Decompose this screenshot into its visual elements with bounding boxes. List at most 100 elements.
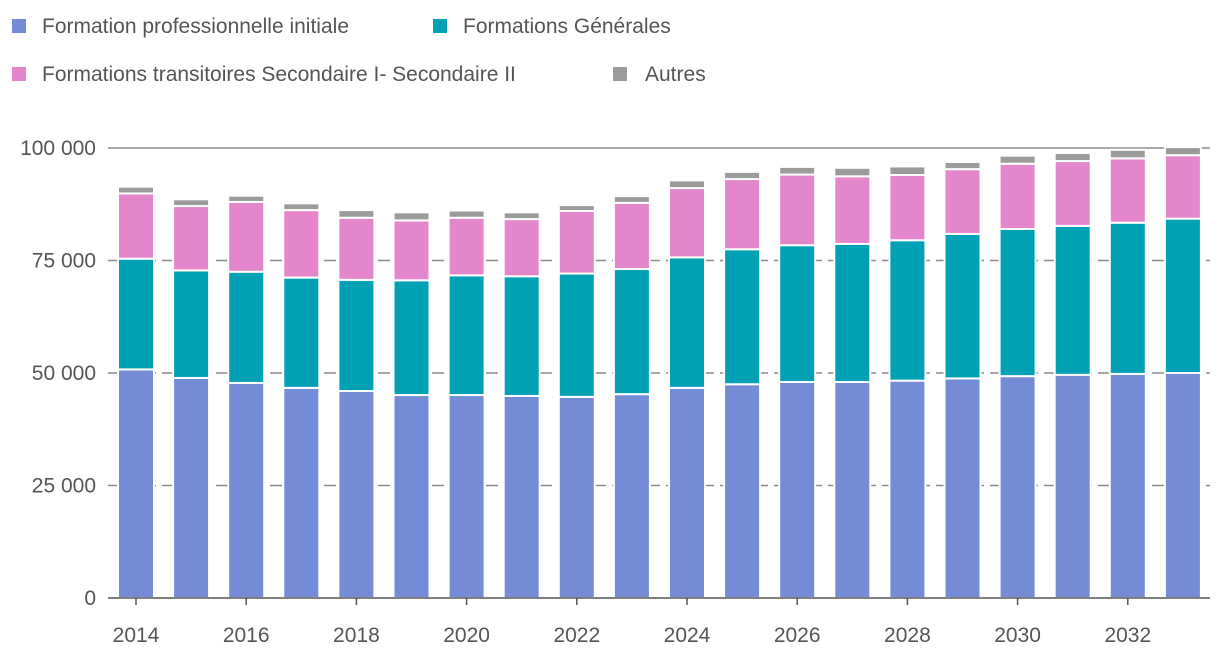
- bar-segment-3[interactable]: [117, 192, 155, 260]
- bar-segment-1[interactable]: [557, 395, 596, 599]
- bar-segment-3[interactable]: [282, 209, 321, 279]
- bar-segment-2[interactable]: [778, 244, 817, 383]
- bar-group-2020[interactable]: [447, 209, 486, 599]
- bar-group-2030[interactable]: [998, 154, 1037, 599]
- bar-group-2023[interactable]: [612, 195, 651, 599]
- bar-segment-1[interactable]: [502, 394, 541, 600]
- bar-segment-1[interactable]: [833, 381, 872, 599]
- bar-segment-3[interactable]: [1108, 157, 1147, 224]
- bar-segment-2[interactable]: [943, 232, 982, 380]
- bar-segment-4[interactable]: [392, 211, 431, 222]
- bar-segment-3[interactable]: [833, 175, 872, 245]
- bar-group-2014[interactable]: [117, 185, 155, 599]
- bar-segment-3[interactable]: [723, 178, 762, 251]
- bar-segment-4[interactable]: [557, 204, 596, 212]
- bar-segment-1[interactable]: [723, 383, 762, 599]
- bar-segment-1[interactable]: [1108, 372, 1147, 599]
- bar-segment-4[interactable]: [1053, 151, 1092, 163]
- bar-segment-2[interactable]: [227, 270, 266, 384]
- bar-segment-3[interactable]: [943, 168, 982, 235]
- bar-group-2022[interactable]: [557, 204, 596, 599]
- bar-group-2017[interactable]: [282, 202, 321, 599]
- bar-segment-2[interactable]: [1053, 224, 1092, 376]
- bar-segment-1[interactable]: [668, 386, 706, 599]
- bar-segment-4[interactable]: [172, 198, 211, 208]
- bar-segment-3[interactable]: [998, 162, 1037, 230]
- bar-segment-4[interactable]: [117, 185, 155, 195]
- bar-segment-3[interactable]: [1053, 160, 1092, 227]
- bar-segment-3[interactable]: [502, 218, 541, 278]
- bar-segment-3[interactable]: [447, 216, 486, 277]
- bar-segment-4[interactable]: [337, 209, 376, 219]
- bar-segment-1[interactable]: [227, 381, 266, 599]
- bar-group-2018[interactable]: [337, 209, 376, 599]
- bar-segment-3[interactable]: [337, 216, 376, 281]
- bar-segment-1[interactable]: [172, 376, 211, 600]
- bar-group-2031[interactable]: [1053, 151, 1092, 599]
- bar-group-2029[interactable]: [943, 160, 982, 599]
- bar-segment-3[interactable]: [1163, 154, 1202, 220]
- bar-group-2027[interactable]: [833, 166, 872, 599]
- bar-segment-2[interactable]: [502, 275, 541, 397]
- bar-segment-4[interactable]: [1163, 146, 1202, 157]
- bar-segment-1[interactable]: [447, 394, 486, 599]
- bar-segment-2[interactable]: [337, 278, 376, 393]
- bar-segment-2[interactable]: [833, 242, 872, 383]
- bar-segment-2[interactable]: [1108, 221, 1147, 375]
- bar-segment-4[interactable]: [723, 170, 762, 181]
- bar-segment-3[interactable]: [668, 187, 706, 259]
- bar-segment-2[interactable]: [888, 239, 927, 382]
- bar-segment-2[interactable]: [612, 268, 651, 396]
- bar-segment-3[interactable]: [612, 201, 651, 271]
- bar-segment-4[interactable]: [612, 195, 651, 204]
- bar-segment-2[interactable]: [117, 257, 155, 371]
- legend-item-formations-transitoires[interactable]: Formations transitoires Secondaire I- Se…: [12, 63, 516, 86]
- legend-item-autres[interactable]: Autres: [613, 63, 706, 86]
- bar-segment-4[interactable]: [1108, 148, 1147, 160]
- bar-group-2021[interactable]: [502, 211, 541, 600]
- bar-segment-1[interactable]: [778, 381, 817, 599]
- bar-segment-2[interactable]: [447, 274, 486, 397]
- bar-segment-4[interactable]: [447, 209, 486, 219]
- bar-segment-4[interactable]: [888, 165, 927, 176]
- bar-segment-1[interactable]: [998, 375, 1037, 599]
- bar-segment-1[interactable]: [612, 393, 651, 599]
- bar-segment-4[interactable]: [943, 160, 982, 171]
- bar-segment-3[interactable]: [778, 173, 817, 247]
- bar-segment-2[interactable]: [668, 256, 706, 389]
- bar-segment-1[interactable]: [282, 386, 321, 599]
- bar-segment-2[interactable]: [1163, 217, 1202, 374]
- bar-group-2033[interactable]: [1163, 146, 1202, 599]
- bar-group-2024[interactable]: [668, 179, 706, 599]
- bar-segment-3[interactable]: [227, 201, 266, 273]
- bar-group-2026[interactable]: [778, 165, 817, 599]
- bar-group-2015[interactable]: [172, 198, 211, 600]
- legend-item-formations-generales[interactable]: Formations Générales: [433, 15, 671, 38]
- bar-group-2019[interactable]: [392, 211, 431, 599]
- bar-segment-1[interactable]: [337, 390, 376, 599]
- bar-segment-4[interactable]: [778, 165, 817, 176]
- bar-segment-4[interactable]: [833, 166, 872, 178]
- bar-segment-1[interactable]: [888, 379, 927, 599]
- bar-segment-4[interactable]: [282, 202, 321, 212]
- bar-segment-1[interactable]: [943, 377, 982, 599]
- bar-group-2028[interactable]: [888, 165, 927, 599]
- bar-segment-3[interactable]: [172, 205, 211, 272]
- bar-segment-2[interactable]: [723, 248, 762, 386]
- bar-group-2025[interactable]: [723, 170, 762, 599]
- bar-segment-2[interactable]: [998, 228, 1037, 378]
- bar-group-2016[interactable]: [227, 194, 266, 599]
- bar-segment-2[interactable]: [557, 272, 596, 398]
- bar-segment-2[interactable]: [172, 269, 211, 379]
- legend-item-formation-professionnelle[interactable]: Formation professionnelle initiale: [12, 15, 349, 38]
- bar-segment-1[interactable]: [117, 368, 155, 599]
- bar-segment-4[interactable]: [227, 194, 266, 203]
- bar-segment-1[interactable]: [1163, 372, 1202, 599]
- bar-segment-4[interactable]: [502, 211, 541, 221]
- bar-segment-2[interactable]: [282, 276, 321, 389]
- bar-segment-1[interactable]: [1053, 373, 1092, 599]
- bar-segment-3[interactable]: [888, 174, 927, 242]
- bar-segment-2[interactable]: [392, 279, 431, 397]
- bar-segment-3[interactable]: [392, 219, 431, 282]
- bar-segment-1[interactable]: [392, 394, 431, 599]
